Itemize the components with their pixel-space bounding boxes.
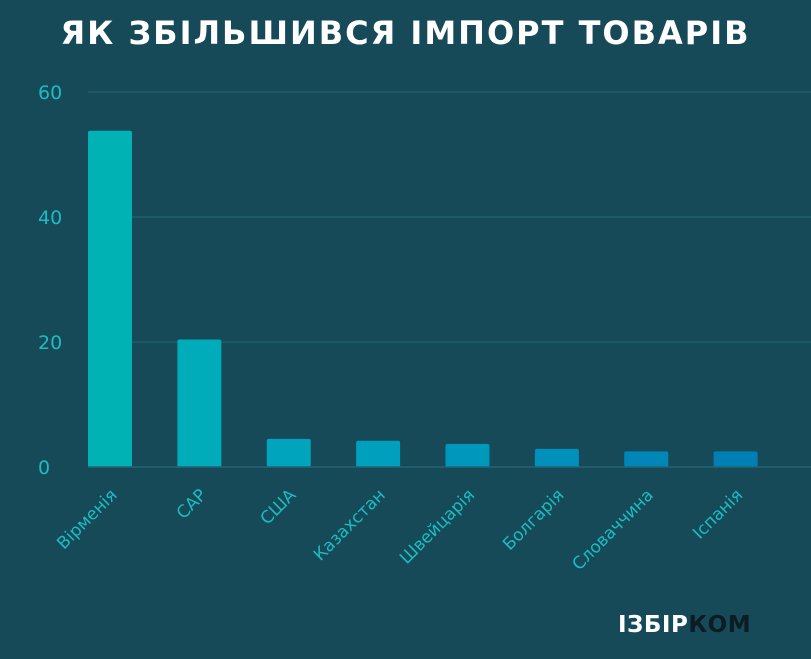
bar <box>713 451 758 467</box>
x-tick-label: США <box>257 485 301 529</box>
x-tick-label: Болгарія <box>499 485 568 554</box>
x-tick-label: Словаччина <box>569 485 658 574</box>
x-tick-label: САР <box>173 485 211 523</box>
y-tick-label: 40 <box>38 207 62 229</box>
x-tick-label: Казахстан <box>310 485 390 565</box>
y-tick-label: 20 <box>38 332 62 354</box>
x-tick-label: Швейцарія <box>396 485 479 568</box>
bar <box>177 339 222 467</box>
x-tick-label: Вірменія <box>53 485 121 553</box>
y-tick-label: 0 <box>38 457 50 479</box>
bar <box>88 130 132 467</box>
x-tick-label: Іспанія <box>689 485 747 543</box>
bar <box>445 443 490 467</box>
chart-title: ЯК ЗБІЛЬШИВСЯ ІМПОРТ ТОВАРІВ <box>60 14 751 52</box>
logo-part-1: ІЗБІР <box>618 612 689 638</box>
izbirkom-logo: ІЗБІРКОМ <box>618 612 751 638</box>
bar <box>356 440 401 467</box>
y-tick-label: 60 <box>38 82 62 104</box>
bar <box>266 438 311 467</box>
bar <box>534 448 579 467</box>
logo-part-2: КОМ <box>688 612 752 638</box>
bar <box>624 451 669 467</box>
